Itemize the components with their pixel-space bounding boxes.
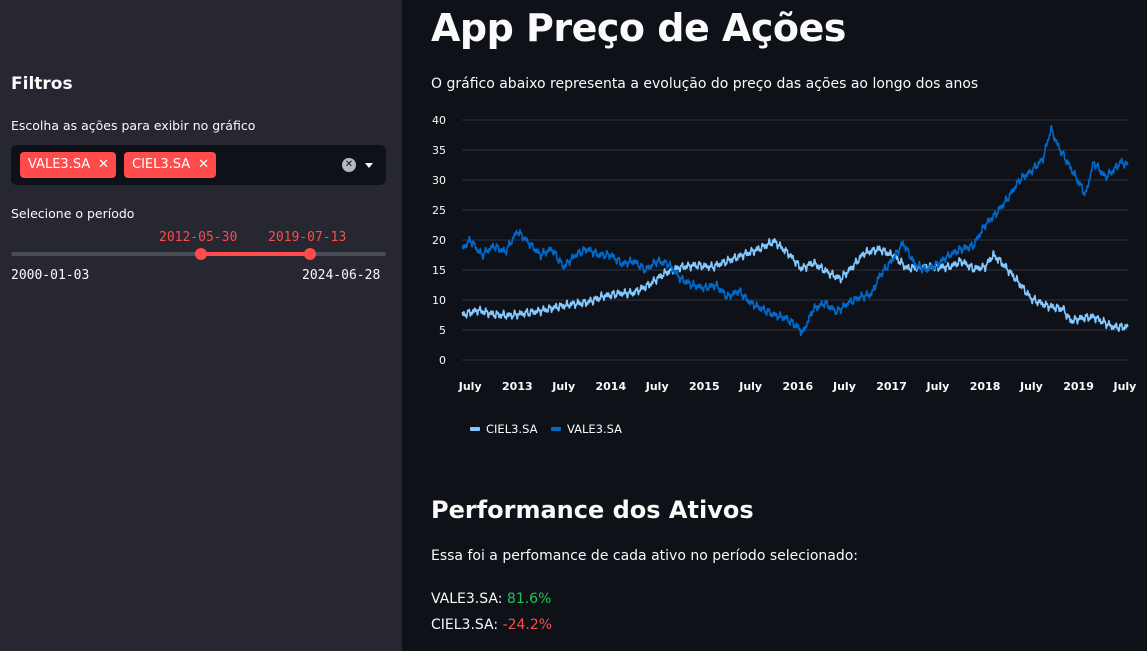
y-tick-label: 35: [432, 144, 446, 157]
chart-description: O gráfico abaixo representa a evolução d…: [431, 76, 979, 92]
chevron-down-icon[interactable]: [365, 163, 373, 168]
performance-ticker: CIEL3.SA:: [431, 617, 499, 633]
legend-label[interactable]: VALE3.SA: [567, 422, 622, 436]
performance-description: Essa foi a perfomance de cada ativo no p…: [431, 548, 859, 564]
x-tick-label: 2016: [783, 380, 814, 393]
slider-end-value: 2019-07-13: [268, 230, 347, 245]
page-title: App Preço de Ações: [431, 6, 846, 50]
stocks-label: Escolha as ações para exibir no gráfico: [11, 118, 256, 133]
price-chart[interactable]: 0 5 10 15 20 25 30 35 40 July 2013 July 2014 July 201…: [428, 108, 1142, 443]
performance-row-ciel3: CIEL3.SA: -24.2%: [431, 617, 552, 633]
performance-title: Performance dos Ativos: [431, 496, 754, 524]
x-tick-label: July: [645, 380, 669, 393]
slider-start-handle[interactable]: [195, 248, 207, 260]
y-tick-label: 15: [432, 264, 446, 277]
x-tick-label: 2019: [1063, 380, 1094, 393]
slider-start-value: 2012-05-30: [159, 230, 238, 245]
period-slider-range: [201, 252, 310, 256]
x-tick-label: July: [1112, 380, 1136, 393]
stock-tag-ciel3[interactable]: CIEL3.SA ✕: [124, 152, 216, 178]
remove-tag-icon[interactable]: ✕: [98, 157, 109, 172]
performance-value: -24.2%: [502, 617, 553, 633]
legend-label[interactable]: CIEL3.SA: [486, 422, 538, 436]
x-tick-label: July: [551, 380, 575, 393]
stock-tag-label: CIEL3.SA: [132, 157, 191, 172]
stock-tag-vale3[interactable]: VALE3.SA ✕: [20, 152, 116, 178]
x-tick-label: 2017: [876, 380, 907, 393]
stock-multiselect[interactable]: VALE3.SA ✕ CIEL3.SA ✕ ✕: [11, 145, 386, 185]
x-tick-label: 2018: [970, 380, 1001, 393]
slider-max-label: 2024-06-28: [302, 268, 381, 283]
slider-end-handle[interactable]: [304, 248, 316, 260]
sidebar: Filtros Escolha as ações para exibir no …: [0, 0, 402, 651]
x-tick-label: July: [1019, 380, 1043, 393]
y-tick-label: 25: [432, 204, 446, 217]
series-line-vale3sa[interactable]: [461, 124, 1129, 337]
clear-all-icon[interactable]: ✕: [342, 158, 356, 172]
performance-value: 81.6%: [506, 591, 552, 607]
y-tick-label: 20: [432, 234, 446, 247]
legend-swatch: [551, 427, 561, 431]
main-content: App Preço de Ações O gráfico abaixo repr…: [402, 0, 1147, 651]
x-tick-label: 2013: [502, 380, 533, 393]
y-tick-label: 30: [432, 174, 446, 187]
y-tick-label: 10: [432, 294, 446, 307]
legend-swatch: [470, 427, 480, 431]
y-tick-label: 5: [439, 324, 446, 337]
period-label: Selecione o período: [11, 206, 135, 221]
x-tick-label: 2015: [689, 380, 720, 393]
x-tick-label: 2014: [596, 380, 627, 393]
sidebar-title: Filtros: [11, 74, 73, 94]
x-tick-label: July: [458, 380, 482, 393]
x-tick-label: July: [738, 380, 762, 393]
x-tick-label: July: [925, 380, 949, 393]
stock-tag-label: VALE3.SA: [28, 157, 91, 172]
remove-tag-icon[interactable]: ✕: [198, 157, 209, 172]
series-line-ciel3sa[interactable]: [461, 238, 1129, 332]
performance-ticker: VALE3.SA:: [431, 591, 503, 607]
y-tick-label: 0: [439, 354, 446, 367]
slider-min-label: 2000-01-03: [11, 268, 90, 283]
y-tick-label: 40: [432, 114, 446, 127]
x-tick-label: July: [832, 380, 856, 393]
performance-row-vale3: VALE3.SA: 81.6%: [431, 591, 551, 607]
